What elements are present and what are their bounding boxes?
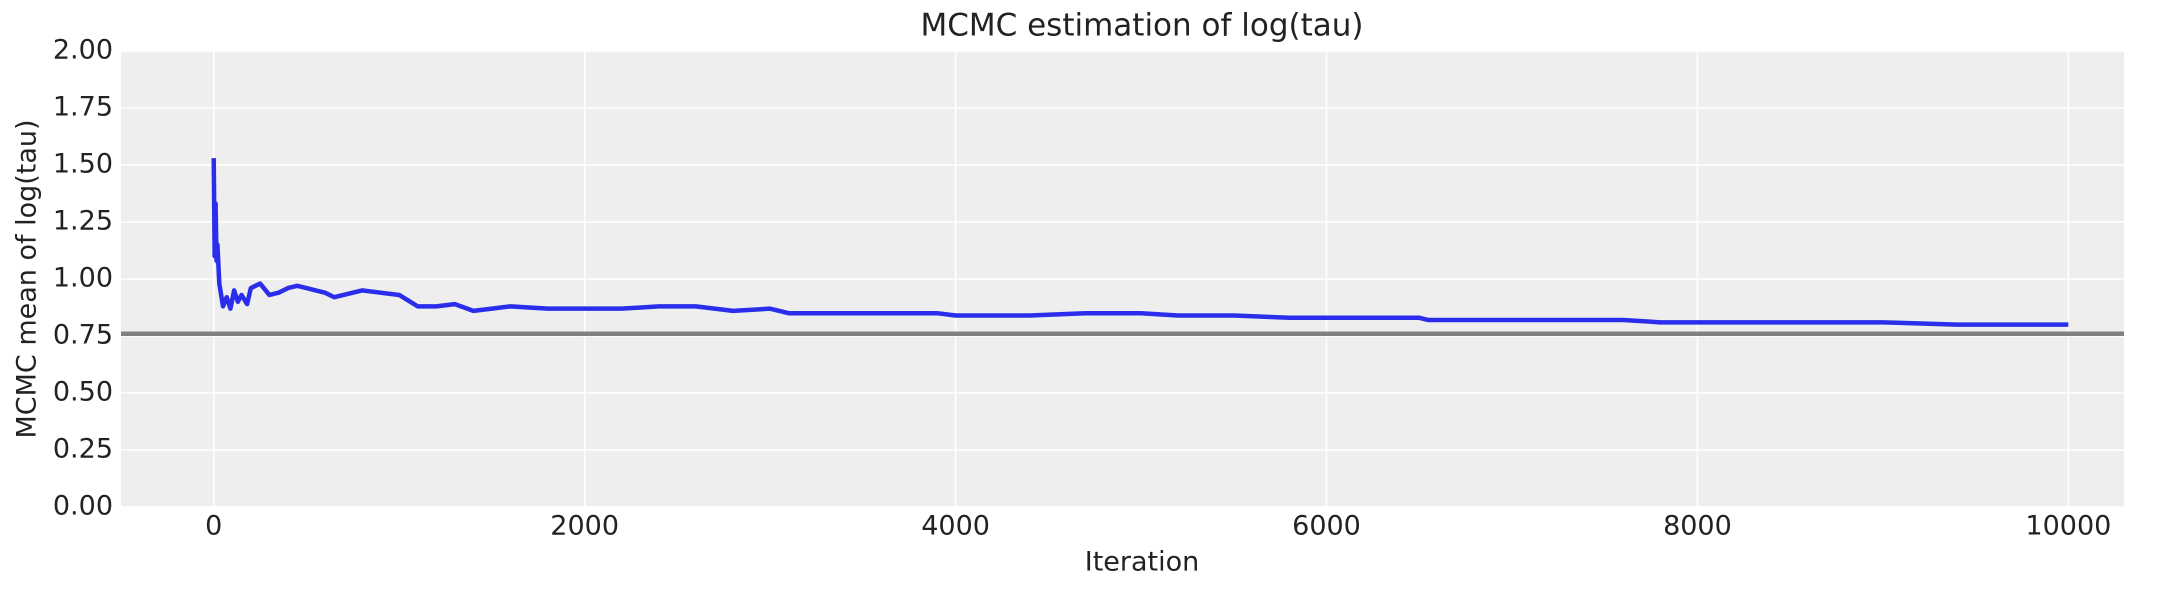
x-tick-label: 6000 xyxy=(1292,511,1361,542)
y-tick-label: 1.00 xyxy=(53,263,113,294)
y-tick-label: 0.25 xyxy=(53,434,113,465)
y-tick-label: 0.50 xyxy=(53,377,113,408)
x-tick-label: 2000 xyxy=(550,511,619,542)
x-tick-label: 8000 xyxy=(1663,511,1732,542)
y-tick-label: 0.00 xyxy=(53,491,113,522)
x-axis-label: Iteration xyxy=(1085,547,1200,578)
y-tick-label: 1.25 xyxy=(53,206,113,237)
chart-title: MCMC estimation of log(tau) xyxy=(920,8,1363,44)
x-tick-label: 4000 xyxy=(921,511,990,542)
y-axis-label: MCMC mean of log(tau) xyxy=(12,119,43,438)
y-tick-label: 0.75 xyxy=(53,320,113,351)
y-tick-label: 2.00 xyxy=(53,35,113,66)
y-tick-label: 1.50 xyxy=(53,149,113,180)
x-tick-label: 10000 xyxy=(2025,511,2111,542)
y-tick-label: 1.75 xyxy=(53,92,113,123)
x-tick-label: 0 xyxy=(205,511,222,542)
line xyxy=(211,158,2069,327)
